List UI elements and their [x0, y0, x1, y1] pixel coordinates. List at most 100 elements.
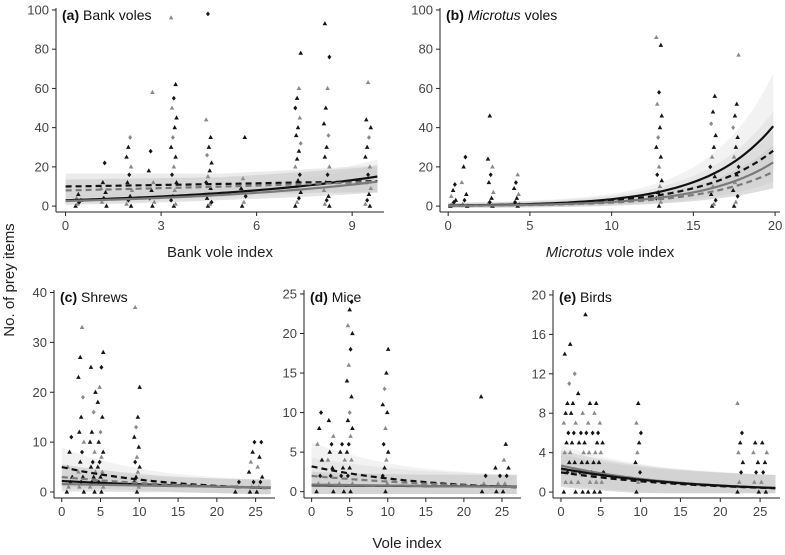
data-point [598, 450, 604, 455]
data-point [81, 489, 87, 494]
data-point [348, 346, 353, 352]
data-point [635, 400, 641, 405]
data-point [233, 489, 238, 494]
data-point [346, 362, 352, 367]
data-point [296, 195, 301, 201]
data-point [331, 489, 336, 494]
data-point [326, 133, 331, 138]
data-point [99, 199, 105, 204]
data-point [91, 409, 96, 415]
data-point [562, 450, 568, 455]
data-point [77, 429, 82, 434]
panel-title-text: Bank voles [83, 7, 151, 23]
data-point [104, 203, 109, 208]
data-point [486, 179, 492, 185]
data-point [127, 172, 132, 178]
data-point [733, 199, 739, 204]
data-point [580, 489, 585, 494]
x-tick-label: 15 [419, 504, 433, 519]
x-tick-label: 5 [346, 504, 353, 519]
data-point [102, 160, 107, 166]
data-point [97, 459, 102, 465]
data-point [587, 479, 593, 484]
data-point [586, 450, 592, 455]
data-point [325, 85, 330, 91]
data-point [327, 203, 332, 208]
y-tick-label: 4 [539, 445, 546, 460]
x-tick-label: 10 [132, 504, 146, 519]
data-point [319, 457, 325, 462]
data-point [708, 164, 713, 170]
data-point [506, 465, 511, 470]
x-tick-label: 0 [308, 504, 315, 519]
data-point [174, 179, 179, 185]
data-point [763, 489, 769, 494]
panel-title: (b) Microtus voles [446, 7, 557, 23]
data-point [240, 176, 246, 181]
data-point [594, 440, 600, 445]
data-point [656, 135, 661, 140]
data-point [348, 489, 353, 494]
data-point [293, 164, 298, 169]
data-point [453, 197, 459, 202]
data-point [759, 440, 765, 445]
data-point [134, 424, 139, 430]
data-point [583, 312, 588, 317]
x-tick-label: 10 [381, 504, 395, 519]
data-point [169, 105, 175, 110]
data-point [494, 489, 499, 494]
data-point [657, 125, 663, 130]
x-tick-label: 0 [445, 218, 452, 233]
data-point [97, 384, 102, 389]
data-point [597, 420, 603, 425]
y-tick-label: 80 [35, 42, 49, 57]
data-point [321, 187, 327, 193]
data-point [329, 441, 334, 447]
data-point [578, 430, 583, 436]
data-point [384, 481, 390, 486]
data-point [592, 489, 597, 494]
data-point [478, 394, 484, 399]
data-point [511, 185, 517, 191]
data-point [345, 322, 351, 328]
data-point [638, 430, 643, 436]
data-point [516, 191, 521, 196]
data-point [656, 164, 662, 169]
data-point [485, 156, 491, 161]
data-point [584, 430, 589, 436]
data-point [561, 420, 567, 425]
data-point [340, 465, 346, 470]
data-point [566, 430, 571, 436]
x-tick-label: 0 [62, 218, 69, 233]
data-point [658, 154, 664, 159]
x-tick-label: 6 [253, 218, 260, 233]
x-axis-label: Bank vole index [167, 244, 273, 261]
data-point [573, 420, 578, 425]
data-point [732, 113, 738, 118]
data-point [98, 474, 103, 479]
fitted-curve [560, 471, 776, 490]
panel-letter: (e) [559, 289, 580, 305]
y-tick-label: 20 [33, 385, 47, 400]
data-point [635, 479, 641, 484]
data-point [133, 459, 138, 465]
y-tick-label: 20 [532, 287, 546, 302]
data-point [92, 489, 97, 494]
data-point [207, 168, 213, 173]
y-tick-label: 40 [35, 120, 49, 135]
data-point [638, 469, 643, 475]
data-point [88, 364, 94, 369]
y-tick-label: 20 [35, 159, 49, 174]
data-point [572, 459, 578, 465]
data-point [347, 410, 352, 415]
data-point [99, 489, 104, 494]
data-point [295, 178, 301, 183]
y-tick-label: 40 [33, 285, 47, 300]
data-point [208, 185, 213, 191]
panel-c: 0 10 20 30 40 0 5 10 15 20 25 (c) Shrews [33, 285, 275, 519]
data-point [599, 479, 604, 484]
fitted-curve [560, 467, 776, 490]
data-point [711, 201, 717, 206]
data-point [575, 390, 581, 396]
